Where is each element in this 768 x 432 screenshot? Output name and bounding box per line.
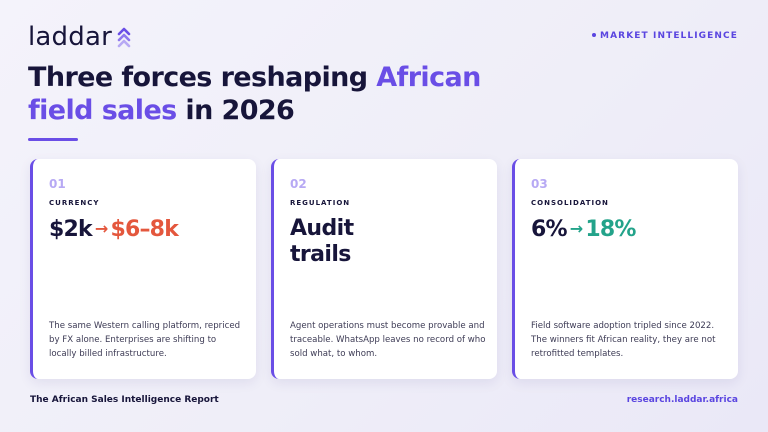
section-tag: MARKET INTELLIGENCE bbox=[592, 31, 738, 41]
headline-underline bbox=[28, 138, 78, 141]
card-description: The same Western calling platform, repri… bbox=[49, 321, 241, 359]
page-headline: Three forces reshaping African field sal… bbox=[28, 61, 588, 127]
chevrons-up-icon bbox=[117, 27, 131, 48]
card-number: 02 bbox=[290, 177, 307, 191]
card-number: 03 bbox=[531, 177, 548, 191]
card-category: REGULATION bbox=[290, 199, 351, 207]
card-number: 01 bbox=[49, 177, 66, 191]
headline-part-2: in 2026 bbox=[176, 95, 295, 126]
report-title: The African Sales Intelligence Report bbox=[30, 395, 219, 405]
stat-line-1: Audit bbox=[290, 216, 354, 241]
card-consolidation: 03 CONSOLIDATION 6% → 18% Field software a… bbox=[512, 159, 738, 379]
headline-highlight: African bbox=[376, 62, 481, 93]
stat-line-2: trails bbox=[290, 242, 351, 267]
card-regulation: 02 REGULATION Audit trails Agent operati… bbox=[271, 159, 497, 379]
arrow-right-icon: → bbox=[569, 219, 583, 238]
card-stat: Audit trails bbox=[290, 216, 354, 268]
headline-highlight-2: field sales bbox=[28, 95, 177, 126]
card-description: Field software adoption tripled since 20… bbox=[531, 321, 716, 359]
headline-part: Three forces reshaping bbox=[28, 62, 377, 93]
card-category: CURRENCY bbox=[49, 199, 100, 207]
card-currency: 01 CURRENCY $2k → $6–8k The same Western c… bbox=[30, 159, 256, 379]
card-category: CONSOLIDATION bbox=[531, 199, 609, 207]
bullet-dot-icon bbox=[592, 32, 597, 37]
report-url-link[interactable]: research.laddar.africa bbox=[626, 395, 738, 405]
card-stat: $2k → $6–8k bbox=[49, 216, 179, 243]
stat-from: $2k bbox=[49, 217, 93, 242]
brand-logo: laddar bbox=[28, 22, 131, 52]
stat-to: 18% bbox=[585, 217, 636, 242]
brand-name: laddar bbox=[28, 22, 112, 52]
section-tag-label: MARKET INTELLIGENCE bbox=[600, 31, 738, 41]
card-stat: 6% → 18% bbox=[531, 216, 636, 243]
card-description: Agent operations must become provable an… bbox=[290, 321, 486, 359]
stat-to: $6–8k bbox=[110, 217, 179, 242]
arrow-right-icon: → bbox=[94, 219, 108, 238]
stat-from: 6% bbox=[531, 217, 568, 242]
